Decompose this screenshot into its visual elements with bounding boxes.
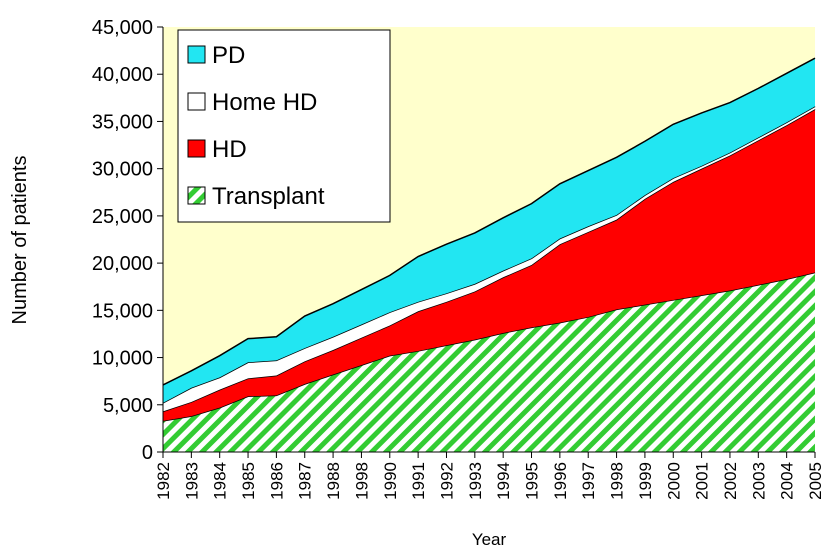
x-tick-label: 1985 [239, 462, 258, 500]
x-tick-label: 1991 [409, 462, 428, 500]
x-tick-label: 1986 [267, 462, 286, 500]
x-tick-label: 2004 [778, 462, 797, 500]
legend-label: PD [212, 42, 245, 69]
x-tick-label: 1996 [551, 462, 570, 500]
y-tick-label: 30,000 [92, 159, 153, 181]
area [163, 272, 815, 452]
x-tick-label: 2005 [806, 462, 825, 500]
x-tick-label: 1994 [494, 462, 513, 500]
x-tick-label: 1984 [211, 462, 230, 500]
y-tick-label: 15,000 [92, 300, 153, 322]
legend: PD Home HD HD Transplant [177, 29, 391, 223]
x-tick-label: 1999 [636, 462, 655, 500]
legend-label: HD [212, 136, 247, 163]
x-tick-label: 1993 [466, 462, 485, 500]
x-tick-label: 1990 [381, 462, 400, 500]
area-edge [162, 57, 816, 386]
y-tick-label: 35,000 [92, 111, 153, 133]
y-tick-label: 45,000 [92, 17, 153, 39]
x-tick-label: 1992 [437, 462, 456, 500]
x-tick-label: 2001 [693, 462, 712, 500]
legend-label: Home HD [212, 89, 317, 116]
x-tick-label: 1987 [296, 462, 315, 500]
x-tick-label: 1982 [154, 462, 173, 500]
legend-swatch [187, 186, 206, 205]
area [163, 109, 815, 421]
x-axis-label: Year [472, 530, 507, 549]
x-tick-label: 1998 [352, 462, 371, 500]
area [163, 106, 815, 412]
area [163, 58, 815, 403]
x-tick-label: 1983 [182, 462, 201, 500]
x-tick-label: 1998 [608, 462, 627, 500]
legend-swatch [187, 139, 206, 158]
legend-swatch [187, 45, 206, 64]
x-tick-label: 1997 [579, 462, 598, 500]
y-tick-label: 0 [142, 442, 153, 464]
x-tick-label: 2000 [664, 462, 683, 500]
y-tick-label: 40,000 [92, 64, 153, 86]
y-tick-label: 20,000 [92, 253, 153, 275]
y-tick-label: 5,000 [103, 395, 153, 417]
y-axis-label: Number of patients [9, 156, 31, 325]
x-tick-label: 1988 [324, 462, 343, 500]
legend-swatch [187, 92, 206, 111]
x-tick-label: 1995 [523, 462, 542, 500]
x-tick-label: 2002 [721, 462, 740, 500]
legend-box [177, 29, 391, 223]
legend-label: Transplant [212, 183, 325, 210]
y-tick-label: 10,000 [92, 348, 153, 370]
x-tick-label: 2003 [749, 462, 768, 500]
y-tick-label: 25,000 [92, 206, 153, 228]
